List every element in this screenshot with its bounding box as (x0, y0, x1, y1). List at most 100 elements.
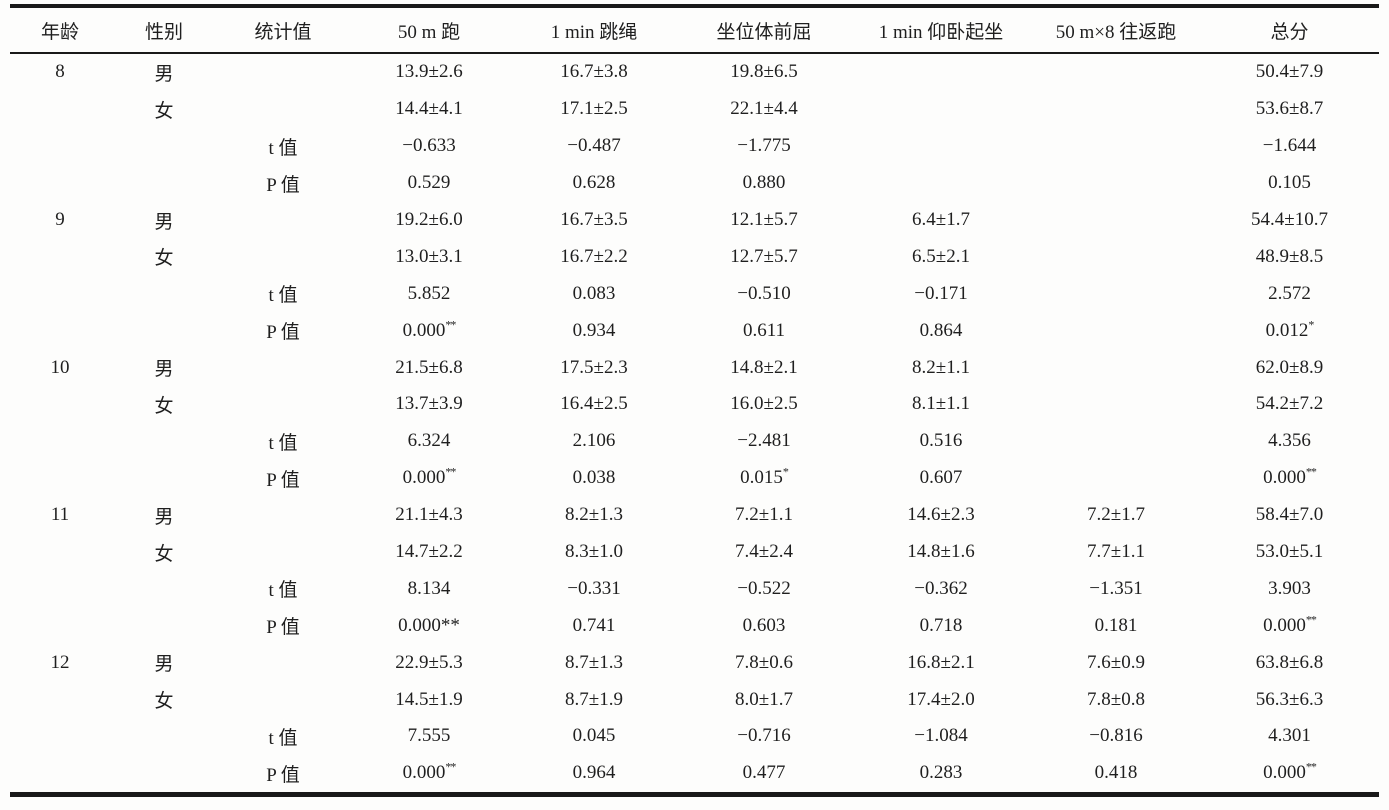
table-row: 11 男 21.1±4.3 8.2±1.3 7.2±1.1 14.6±2.3 7.2±1.7… (10, 497, 1379, 534)
table-cell: 7.2±1.1 (735, 504, 793, 526)
table-cell: 0.000** (1263, 760, 1317, 784)
column-header: 50 m×8 往返跑 (1032, 6, 1200, 54)
table-cell: −0.510 (737, 282, 791, 304)
table-cell: 0.864 (919, 319, 963, 341)
table-cell (1032, 53, 1200, 91)
table-cell (1032, 91, 1200, 128)
table-row: t 值 −0.633 −0.487 −1.775 −1.644 (10, 128, 1379, 165)
table-cell: 0.603 (742, 614, 786, 636)
table-row: t 值 5.852 0.083 −0.510 −0.171 2.572 (10, 275, 1379, 312)
table-cell: 17.4±2.0 (907, 688, 975, 710)
table-cell: 16.7±3.8 (560, 61, 628, 83)
table-cell: 6.324 (407, 430, 451, 452)
table-cell: 16.4±2.5 (560, 393, 628, 415)
table-cell: 0.000** (402, 760, 457, 784)
table-cell (218, 534, 348, 571)
table-row: 12 男 22.9±5.3 8.7±1.3 7.8±0.6 16.8±2.1 7.6±0.9… (10, 644, 1379, 681)
table-cell: −1.775 (737, 135, 791, 157)
table-cell: 男 (154, 506, 174, 528)
table-cell: 8.134 (407, 577, 451, 599)
table-cell: 女 (154, 395, 174, 417)
table-cell: 7.6±0.9 (1087, 651, 1145, 673)
table-cell: 女 (154, 543, 174, 565)
table-cell (218, 497, 348, 534)
table-cell: 0.000** (402, 317, 457, 341)
table-cell (110, 718, 218, 755)
table-cell: 0.516 (919, 430, 963, 452)
table-cell: 8.7±1.3 (565, 651, 623, 673)
table-row: t 值 6.324 2.106 −2.481 0.516 4.356 (10, 423, 1379, 460)
table-cell: 22.1±4.4 (730, 98, 798, 120)
table-cell: P 值 (266, 617, 300, 639)
table-cell: −2.481 (737, 430, 791, 452)
table-cell: 7.8±0.8 (1087, 688, 1145, 710)
table-cell: −1.084 (914, 725, 968, 747)
table-cell: 13.7±3.9 (395, 393, 463, 415)
table-row: 女 14.7±2.2 8.3±1.0 7.4±2.4 14.8±1.6 7.7±1.1 53… (10, 534, 1379, 571)
significance-marker: ** (445, 464, 456, 479)
table-cell: t 值 (268, 137, 298, 159)
table-cell (850, 165, 1032, 202)
table-cell: 0.880 (742, 172, 786, 194)
table-cell: 6.5±2.1 (912, 245, 970, 267)
table-cell: 男 (154, 654, 174, 676)
table-cell: 8.2±1.3 (565, 504, 623, 526)
table-cell: 0.181 (1094, 614, 1138, 636)
table-cell (1032, 202, 1200, 239)
table-cell: 17.5±2.3 (560, 356, 628, 378)
table-row: P 值 0.529 0.628 0.880 0.105 (10, 165, 1379, 202)
table-cell: −0.171 (914, 282, 968, 304)
table-cell: −0.362 (914, 577, 968, 599)
table-cell (10, 386, 110, 423)
table-cell: 12 (50, 651, 70, 673)
table-cell: 0.000** (1263, 464, 1317, 489)
table-cell: 7.555 (407, 725, 451, 747)
table-cell: 8.0±1.7 (735, 688, 793, 710)
table-cell: −0.331 (567, 577, 621, 599)
table-cell: 男 (154, 211, 174, 233)
table-cell: 53.6±8.7 (1255, 98, 1324, 120)
table-cell (110, 275, 218, 312)
table-cell: 男 (154, 63, 174, 85)
table-cell (10, 91, 110, 128)
table-cell (110, 128, 218, 165)
table-cell: 14.5±1.9 (395, 688, 463, 710)
table-cell: P 值 (266, 764, 300, 786)
table-cell: 14.6±2.3 (907, 504, 975, 526)
table-cell (10, 718, 110, 755)
column-header: 坐位体前屈 (678, 6, 850, 54)
table-cell (218, 202, 348, 239)
table-cell (1032, 460, 1200, 497)
significance-marker: ** (445, 317, 456, 332)
table-row: 女 13.7±3.9 16.4±2.5 16.0±2.5 8.1±1.1 54.2±7.2 (10, 386, 1379, 423)
table-cell: 0.964 (572, 762, 616, 784)
table-row: 女 14.4±4.1 17.1±2.5 22.1±4.4 53.6±8.7 (10, 91, 1379, 128)
column-header: 1 min 跳绳 (510, 6, 678, 54)
table-cell: 0.012* (1265, 317, 1315, 341)
table-cell: −0.633 (402, 135, 456, 157)
table-cell: 8.2±1.1 (912, 356, 970, 378)
table-cell: P 值 (266, 469, 300, 491)
column-header: 50 m 跑 (348, 6, 510, 54)
table-cell: 女 (154, 100, 174, 122)
table-cell: 0.015* (740, 464, 789, 489)
table-cell (10, 755, 110, 794)
table-cell: 女 (154, 248, 174, 270)
table-cell: 2.106 (572, 430, 616, 452)
table-cell (10, 460, 110, 497)
table-cell: 0.000** (1263, 612, 1317, 636)
table-cell (10, 534, 110, 571)
table-cell: 13.0±3.1 (395, 245, 463, 267)
table-cell (218, 386, 348, 423)
table-cell (850, 91, 1032, 128)
table-cell: 63.8±6.8 (1255, 651, 1324, 673)
column-header: 性别 (110, 6, 218, 54)
significance-marker: ** (445, 760, 456, 775)
table-row: t 值 8.134 −0.331 −0.522 −0.362 −1.351 3.903 (10, 570, 1379, 607)
table-cell: 7.4±2.4 (735, 541, 793, 563)
table-cell: 5.852 (407, 282, 451, 304)
table-cell: 19.8±6.5 (730, 61, 798, 83)
table-cell: 21.1±4.3 (395, 504, 463, 526)
table-row: 女 13.0±3.1 16.7±2.2 12.7±5.7 6.5±2.1 48.9±8.5 (10, 238, 1379, 275)
